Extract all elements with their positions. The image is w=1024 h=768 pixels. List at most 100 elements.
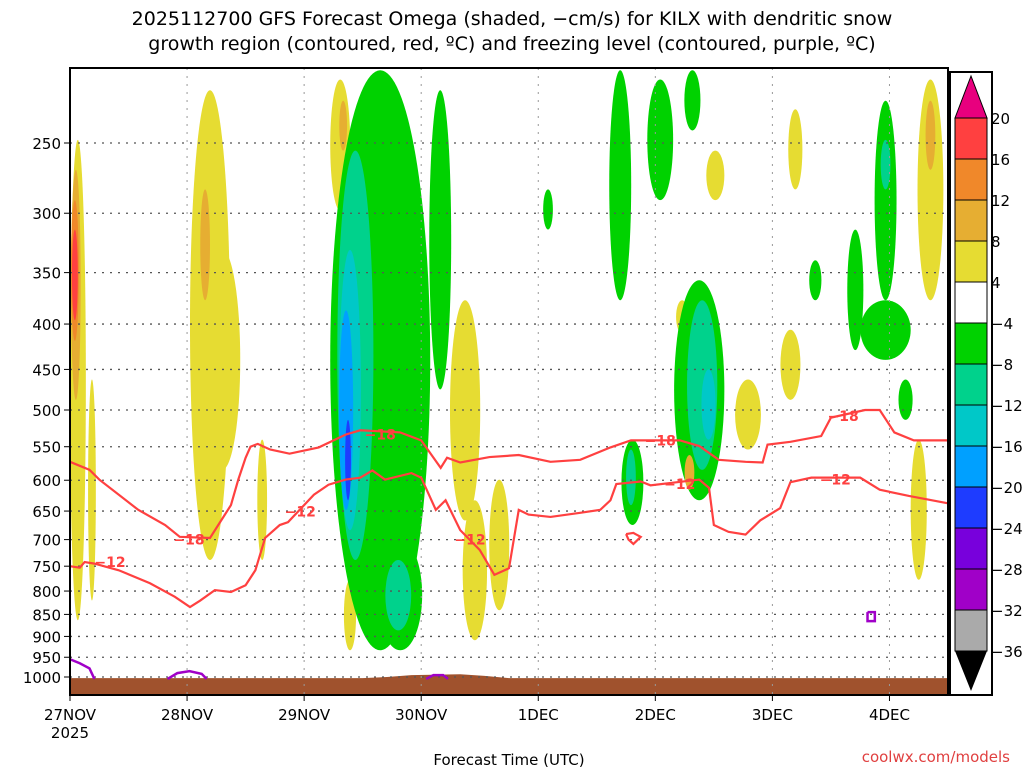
y-axis: 250 300 350 400 450 500 550 600 650 700 750 800 850 9… xyxy=(23,135,70,687)
omega-region xyxy=(204,249,241,470)
freezing-level-contour xyxy=(866,610,877,623)
x-tick-label: 4DEC xyxy=(869,706,910,724)
omega-region xyxy=(925,100,936,170)
chart-title-line2: growth region (contoured, red, ºC) and f… xyxy=(148,33,875,55)
y-tick-label: 650 xyxy=(32,503,61,521)
colorbar-label: 8 xyxy=(991,233,1001,251)
contours: −18 −18 −18 −18 −12 −12 −12 −12 −12 xyxy=(69,408,949,681)
y-tick-label: 350 xyxy=(32,265,61,283)
y-tick-label: 700 xyxy=(32,532,61,550)
omega-shading xyxy=(70,70,944,651)
colorbar: 20 16 12 8 4 −4 −8 −12 −16 −20 −24 −28 −32 −36 xyxy=(949,71,1023,696)
omega-region xyxy=(788,109,803,190)
omega-region xyxy=(647,79,674,201)
y-tick-label: 400 xyxy=(32,316,61,334)
contour-label: −12 xyxy=(285,505,316,521)
colorbar-label: −20 xyxy=(991,479,1023,497)
omega-region xyxy=(874,100,897,301)
omega-region xyxy=(71,229,78,321)
colorbar-swatch xyxy=(954,158,988,201)
y-tick-label: 550 xyxy=(32,439,61,457)
omega-region xyxy=(429,90,452,390)
freezing-level-contour xyxy=(166,669,208,680)
y-tick-label: 800 xyxy=(32,583,61,601)
colorbar-swatch xyxy=(954,404,988,447)
y-tick-label: 900 xyxy=(32,628,61,646)
colorbar-swatch xyxy=(954,445,988,488)
omega-region xyxy=(462,500,488,641)
colorbar-label: 12 xyxy=(991,192,1010,210)
colorbar-swatch xyxy=(954,199,988,242)
colorbar-label: −4 xyxy=(991,315,1013,333)
colorbar-swatch xyxy=(954,117,988,160)
x-axis-label: Forecast Time (UTC) xyxy=(433,751,584,768)
colorbar-label: −8 xyxy=(991,356,1013,374)
temperature-contour-line xyxy=(69,408,948,540)
colorbar-label: −36 xyxy=(991,643,1023,661)
omega-region xyxy=(701,369,716,440)
x-tick-label: 1DEC xyxy=(518,706,559,724)
terrain-surface xyxy=(70,674,948,695)
colorbar-label: −16 xyxy=(991,438,1023,456)
colorbar-label: −12 xyxy=(991,397,1023,415)
y-tick-label: 450 xyxy=(32,361,61,379)
omega-region xyxy=(847,229,864,351)
temperature-contour-line xyxy=(69,469,949,609)
colorbar-label: −32 xyxy=(991,602,1023,620)
x-tick-label: 2DEC xyxy=(635,706,676,724)
omega-region xyxy=(898,379,913,420)
omega-region xyxy=(917,79,944,301)
terrain xyxy=(70,674,948,695)
omega-region xyxy=(809,260,822,301)
y-tick-label: 750 xyxy=(32,558,61,576)
chart-title-line1: 2025112700 GFS Forecast Omega (shaded, −… xyxy=(132,8,893,30)
omega-region xyxy=(489,479,510,611)
omega-region xyxy=(735,379,761,450)
contour-label: −18 xyxy=(645,433,676,449)
colorbar-label: −24 xyxy=(991,520,1023,538)
temperature-contour-closed xyxy=(625,531,643,546)
omega-region xyxy=(257,439,268,560)
omega-region xyxy=(780,329,801,400)
colorbar-swatch xyxy=(954,568,988,611)
x-tick-year: 2025 xyxy=(51,724,89,742)
y-tick-label: 250 xyxy=(32,135,61,153)
colorbar-swatch xyxy=(954,527,988,570)
x-tick-label: 29NOV xyxy=(278,706,331,724)
colorbar-swatch xyxy=(954,363,988,406)
x-tick-label: 28NOV xyxy=(161,706,214,724)
omega-region xyxy=(706,150,725,201)
colorbar-under-triangle xyxy=(955,651,987,691)
omega-region xyxy=(860,300,911,360)
omega-region xyxy=(626,449,636,506)
omega-region xyxy=(88,379,96,601)
omega-region xyxy=(684,70,701,131)
contour-label: −18 xyxy=(828,409,859,425)
contour-label: −18 xyxy=(173,533,204,549)
omega-region xyxy=(385,559,412,631)
colorbar-label: −28 xyxy=(991,561,1023,579)
y-tick-label: 850 xyxy=(32,606,61,624)
grid xyxy=(70,68,948,695)
contour-label: −12 xyxy=(664,477,695,493)
contour-label: −12 xyxy=(94,555,125,571)
source-credit: coolwx.com/models xyxy=(862,748,1010,766)
y-tick-label: 600 xyxy=(32,472,61,490)
colorbar-swatch xyxy=(954,281,988,324)
omega-region xyxy=(880,139,891,190)
x-tick-label: 3DEC xyxy=(752,706,793,724)
contour-label: −12 xyxy=(454,533,485,549)
y-tick-label: 1000 xyxy=(23,669,61,687)
contour-label: −12 xyxy=(820,473,851,489)
x-tick-label: 27NOV xyxy=(44,706,97,724)
x-tick-label: 30NOV xyxy=(395,706,448,724)
omega-region xyxy=(339,100,348,151)
colorbar-label: 16 xyxy=(991,151,1010,169)
y-tick-label: 500 xyxy=(32,402,61,420)
colorbar-swatch xyxy=(954,486,988,529)
y-tick-label: 950 xyxy=(32,649,61,667)
colorbar-swatch xyxy=(954,609,988,652)
colorbar-swatch xyxy=(954,322,988,365)
